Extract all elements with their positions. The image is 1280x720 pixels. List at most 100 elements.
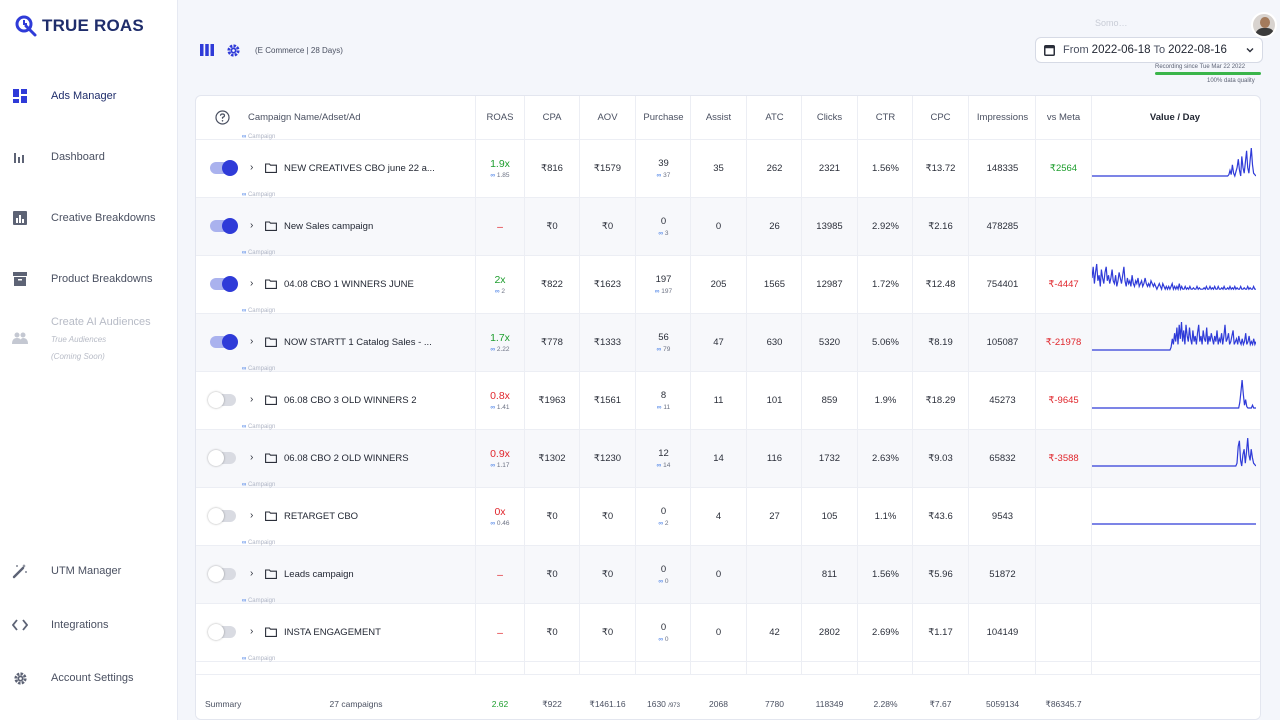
sidebar-item-utm-manager[interactable]: UTM Manager [0,553,178,589]
table-row[interactable]: ∞ Campaign › INSTA ENGAGEMENT – ₹0 ₹0 0 … [196,598,1260,662]
table-row[interactable]: ∞ Campaign › 06.08 CBO 2 OLD WINNERS 0.9… [196,424,1260,488]
table-row[interactable]: ∞ Campaign › NEW CREATIVES CBO june 22 a… [196,134,1260,198]
campaign-name[interactable]: NEW CREATIVES CBO june 22 a... [284,163,435,174]
sidebar-item-integrations[interactable]: Integrations [0,607,178,643]
table-row[interactable]: ∞ Campaign › Leads campaign – ₹0 ₹0 0 ∞ … [196,540,1260,604]
cpa-value: ₹1963 [538,395,566,406]
folder-icon[interactable] [265,453,277,463]
summary-cpc: ₹7.67 [929,699,952,709]
chevron-right-icon[interactable]: › [250,452,254,463]
campaign-tag-label: Campaign [247,482,276,488]
campaign-name[interactable]: 06.08 CBO 3 OLD WINNERS 2 [284,395,417,406]
assist-value: 0 [715,627,722,638]
campaign-status-toggle[interactable] [208,450,236,466]
column-header-ctr[interactable]: CTR [875,112,896,123]
cpa-value: ₹0 [546,627,558,638]
date-to-label: To [1153,44,1166,56]
folder-icon[interactable] [265,337,277,347]
help-circle-icon[interactable] [215,110,230,130]
folder-icon[interactable] [265,221,277,231]
columns-icon[interactable] [199,42,215,58]
campaign-name[interactable]: RETARGET CBO [284,511,359,522]
folder-icon[interactable] [265,279,277,289]
campaign-name[interactable]: NOW STARTT 1 Catalog Sales - ... [284,337,432,348]
aov-value: ₹0 [601,627,614,638]
bar-chart-icon [12,149,28,165]
meta-value: 0 [664,636,669,643]
column-header-aov[interactable]: AOV [597,112,618,123]
folder-icon[interactable] [265,395,277,405]
campaign-status-toggle[interactable] [210,276,238,292]
campaign-tag-label: Campaign [247,366,276,372]
atc-value: 630 [766,337,783,348]
folder-icon[interactable] [265,163,277,173]
folder-icon[interactable] [265,569,277,579]
date-from-value: 2022-06-18 [1091,44,1151,56]
campaign-name[interactable]: INSTA ENGAGEMENT [284,627,381,638]
table-row[interactable]: ∞ Campaign › RETARGET CBO 0x ∞ 0.46 ₹0 ₹… [196,482,1260,546]
sidebar-item-product-breakdowns[interactable]: Product Breakdowns [0,261,178,297]
column-header-atc[interactable]: ATC [765,112,784,123]
meta-icon: ∞ [242,656,247,662]
table-row[interactable]: ∞ Campaign › 04.08 CBO 1 WINNERS JUNE 2x… [196,250,1260,314]
table-row[interactable]: ∞ Campaign › New Sales campaign – ₹0 ₹0 … [196,192,1260,256]
clicks-value: 859 [821,395,838,406]
campaign-status-toggle[interactable] [208,508,236,524]
column-divider [912,96,913,674]
campaign-tag: ∞ Campaign [242,134,275,140]
chevron-right-icon[interactable]: › [250,394,254,405]
sidebar-item-dashboard[interactable]: Dashboard [0,139,178,175]
campaign-status-toggle[interactable] [208,624,236,640]
ctr-value: 2.69% [872,627,899,638]
folder-icon[interactable] [265,511,277,521]
impressions-value: 478285 [986,221,1019,232]
campaign-status-toggle[interactable] [210,334,238,350]
column-header-vs-meta[interactable]: vs Meta [1046,112,1081,123]
campaign-status-toggle[interactable] [208,566,236,582]
avatar[interactable] [1251,12,1277,38]
sidebar-item-ads-manager[interactable]: Ads Manager [0,78,178,114]
sidebar-item-creative-breakdowns[interactable]: Creative Breakdowns [0,200,178,236]
chevron-right-icon[interactable]: › [250,626,254,637]
roas-value: – [497,569,503,581]
date-range-picker[interactable]: From 2022-06-18 To 2022-08-16 [1035,37,1263,63]
sparkline-path [1092,379,1256,409]
chevron-right-icon[interactable]: › [250,568,254,579]
column-header-clicks[interactable]: Clicks [816,112,843,123]
atc-value: 116 [766,453,783,464]
date-to-value: 2022-08-16 [1168,44,1227,56]
toggle-knob [222,276,238,292]
campaign-name[interactable]: 06.08 CBO 2 OLD WINNERS [284,453,409,464]
folder-icon[interactable] [265,627,277,637]
settings-gear-icon[interactable] [225,42,241,58]
chevron-right-icon[interactable]: › [250,510,254,521]
chevron-right-icon[interactable]: › [250,162,254,173]
chevron-right-icon[interactable]: › [250,336,254,347]
campaign-name[interactable]: 04.08 CBO 1 WINNERS JUNE [284,279,414,290]
column-header-purchase[interactable]: Purchase [643,112,684,123]
column-header-cpc[interactable]: CPC [930,112,951,123]
campaign-name[interactable]: New Sales campaign [284,221,374,232]
summary-aov: ₹1461.16 [589,699,626,709]
aov-value: ₹1579 [593,163,622,174]
table-row[interactable]: ∞ Campaign › 06.08 CBO 3 OLD WINNERS 2 0… [196,366,1260,430]
column-header-roas[interactable]: ROAS [486,112,514,123]
sidebar-item-label: Creative Breakdowns [51,212,156,224]
column-header-impressions[interactable]: Impressions [976,112,1029,123]
column-header-campaign[interactable]: Campaign Name/Adset/Ad [248,112,361,123]
campaign-status-toggle[interactable] [208,392,236,408]
aov-value: ₹1561 [593,395,622,406]
chevron-right-icon[interactable]: › [250,278,254,289]
sidebar-item-account-settings[interactable]: Account Settings [0,660,178,696]
purchase-value: 56 [658,332,669,343]
campaign-name[interactable]: Leads campaign [284,569,354,580]
true-roas-logo[interactable]: TRUE ROAS [14,14,144,38]
summary-purchase-value: 1630 [647,699,666,709]
chevron-right-icon[interactable]: › [250,220,254,231]
campaign-status-toggle[interactable] [210,218,238,234]
table-row[interactable]: ∞ Campaign › NOW STARTT 1 Catalog Sales … [196,308,1260,372]
campaign-status-toggle[interactable] [210,160,238,176]
column-header-assist[interactable]: Assist [705,112,732,123]
value-per-day-sparkline [1092,379,1256,409]
column-header-cpa[interactable]: CPA [542,112,562,123]
